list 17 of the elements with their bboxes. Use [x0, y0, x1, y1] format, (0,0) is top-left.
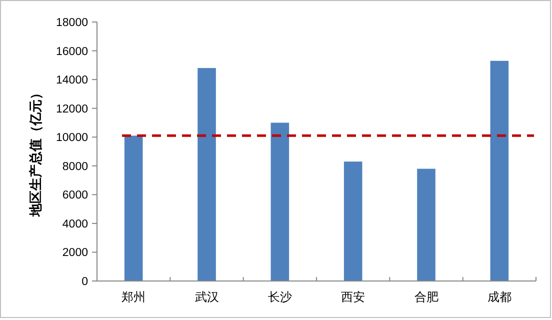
y-tick-label: 2000 — [62, 247, 88, 260]
x-tick-label: 西安 — [341, 290, 366, 304]
y-tick-label: 18000 — [56, 17, 88, 29]
y-tick-label: 4000 — [62, 218, 88, 230]
y-tick-label: 10000 — [56, 132, 88, 144]
y-tick-label: 6000 — [62, 190, 88, 202]
y-tick-label: 16000 — [56, 46, 88, 58]
x-tick-label: 成都 — [487, 290, 512, 304]
x-tick-label: 长沙 — [268, 290, 292, 304]
x-tick-label: 合肥 — [414, 290, 438, 304]
y-tick-label: 8000 — [62, 160, 88, 173]
x-tick-label: 郑州 — [122, 290, 146, 304]
y-axis-title: 地区生产总值（亿元） — [28, 86, 43, 218]
y-tick-label: 14000 — [56, 74, 88, 87]
x-tick-label: 武汉 — [194, 290, 219, 304]
y-tick-label: 0 — [82, 276, 88, 288]
y-tick-label: 12000 — [56, 103, 88, 116]
